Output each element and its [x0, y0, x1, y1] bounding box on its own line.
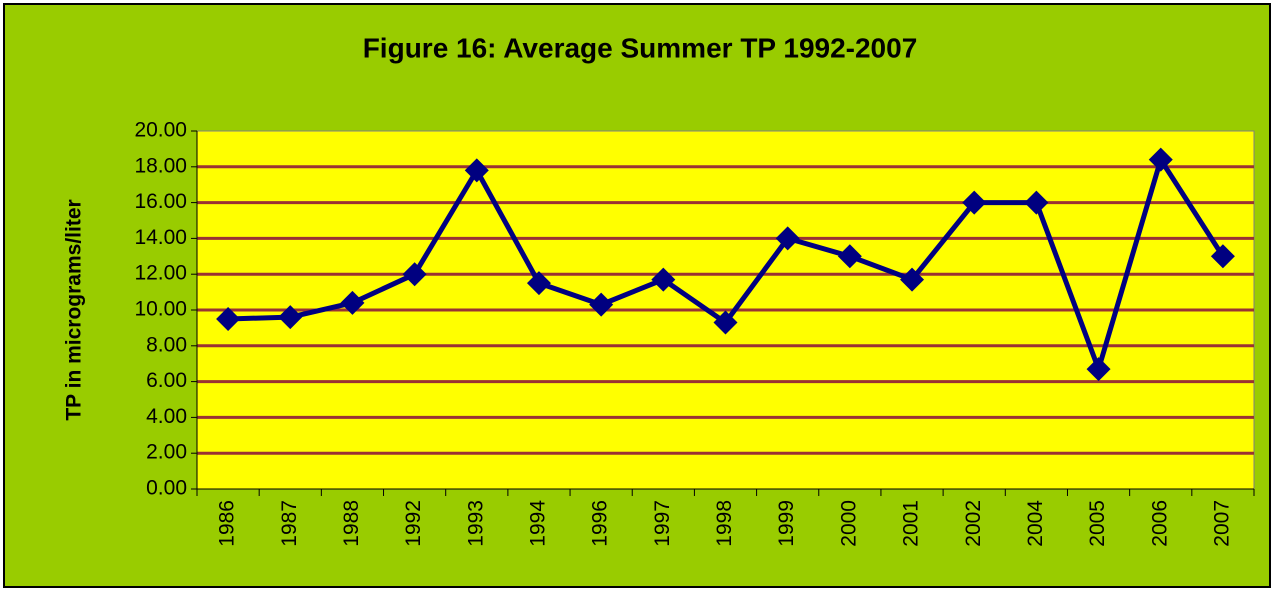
- x-tick-label: 2006: [1148, 500, 1171, 547]
- data-point: [962, 190, 987, 215]
- y-tick-label: 16.00: [134, 190, 187, 213]
- data-point: [402, 262, 427, 287]
- x-tick-label: 1986: [216, 500, 239, 547]
- data-point: [900, 267, 925, 292]
- y-tick-label: 6.00: [146, 369, 187, 392]
- x-tick-label: 1993: [464, 500, 487, 547]
- data-point: [340, 290, 365, 315]
- data-point: [589, 292, 614, 317]
- x-tick-label: 1997: [651, 500, 674, 547]
- x-tick-label: 2004: [1024, 500, 1047, 547]
- x-tick-label: 1988: [340, 500, 363, 547]
- data-point: [713, 310, 738, 335]
- data-point: [1086, 357, 1111, 382]
- data-point: [526, 271, 551, 296]
- x-tick-label: 2002: [962, 500, 985, 547]
- x-tick-label: 2001: [900, 500, 923, 547]
- x-tick-label: 1998: [713, 500, 736, 547]
- data-point: [1024, 190, 1049, 215]
- data-point: [1210, 244, 1235, 269]
- x-tick-label: 1987: [278, 500, 301, 547]
- data-point: [775, 226, 800, 251]
- y-tick-label: 2.00: [146, 441, 187, 464]
- data-point: [837, 244, 862, 269]
- y-tick-label: 4.00: [146, 405, 187, 428]
- x-tick-label: 2000: [837, 500, 860, 547]
- x-tick-label: 1996: [589, 500, 612, 547]
- y-tick-label: 18.00: [134, 154, 187, 177]
- y-tick-label: 0.00: [146, 477, 187, 500]
- data-point: [1148, 147, 1173, 172]
- data-point: [278, 305, 303, 330]
- y-tick-label: 12.00: [134, 262, 187, 285]
- y-axis-label: TP in micrograms/liter: [63, 199, 86, 420]
- x-tick-label: 1992: [402, 500, 425, 547]
- y-tick-label: 14.00: [134, 226, 187, 249]
- data-point: [464, 158, 489, 183]
- x-tick-label: 1999: [775, 500, 798, 547]
- data-point: [216, 306, 241, 331]
- x-tick-label: 2007: [1210, 500, 1233, 547]
- x-tick-label: 2005: [1086, 500, 1109, 547]
- data-point: [651, 267, 676, 292]
- y-tick-label: 20.00: [134, 119, 187, 142]
- y-tick-label: 10.00: [134, 298, 187, 321]
- y-tick-label: 8.00: [146, 333, 187, 356]
- x-tick-label: 1994: [527, 500, 550, 547]
- chart-title: Figure 16: Average Summer TP 1992-2007: [363, 32, 918, 63]
